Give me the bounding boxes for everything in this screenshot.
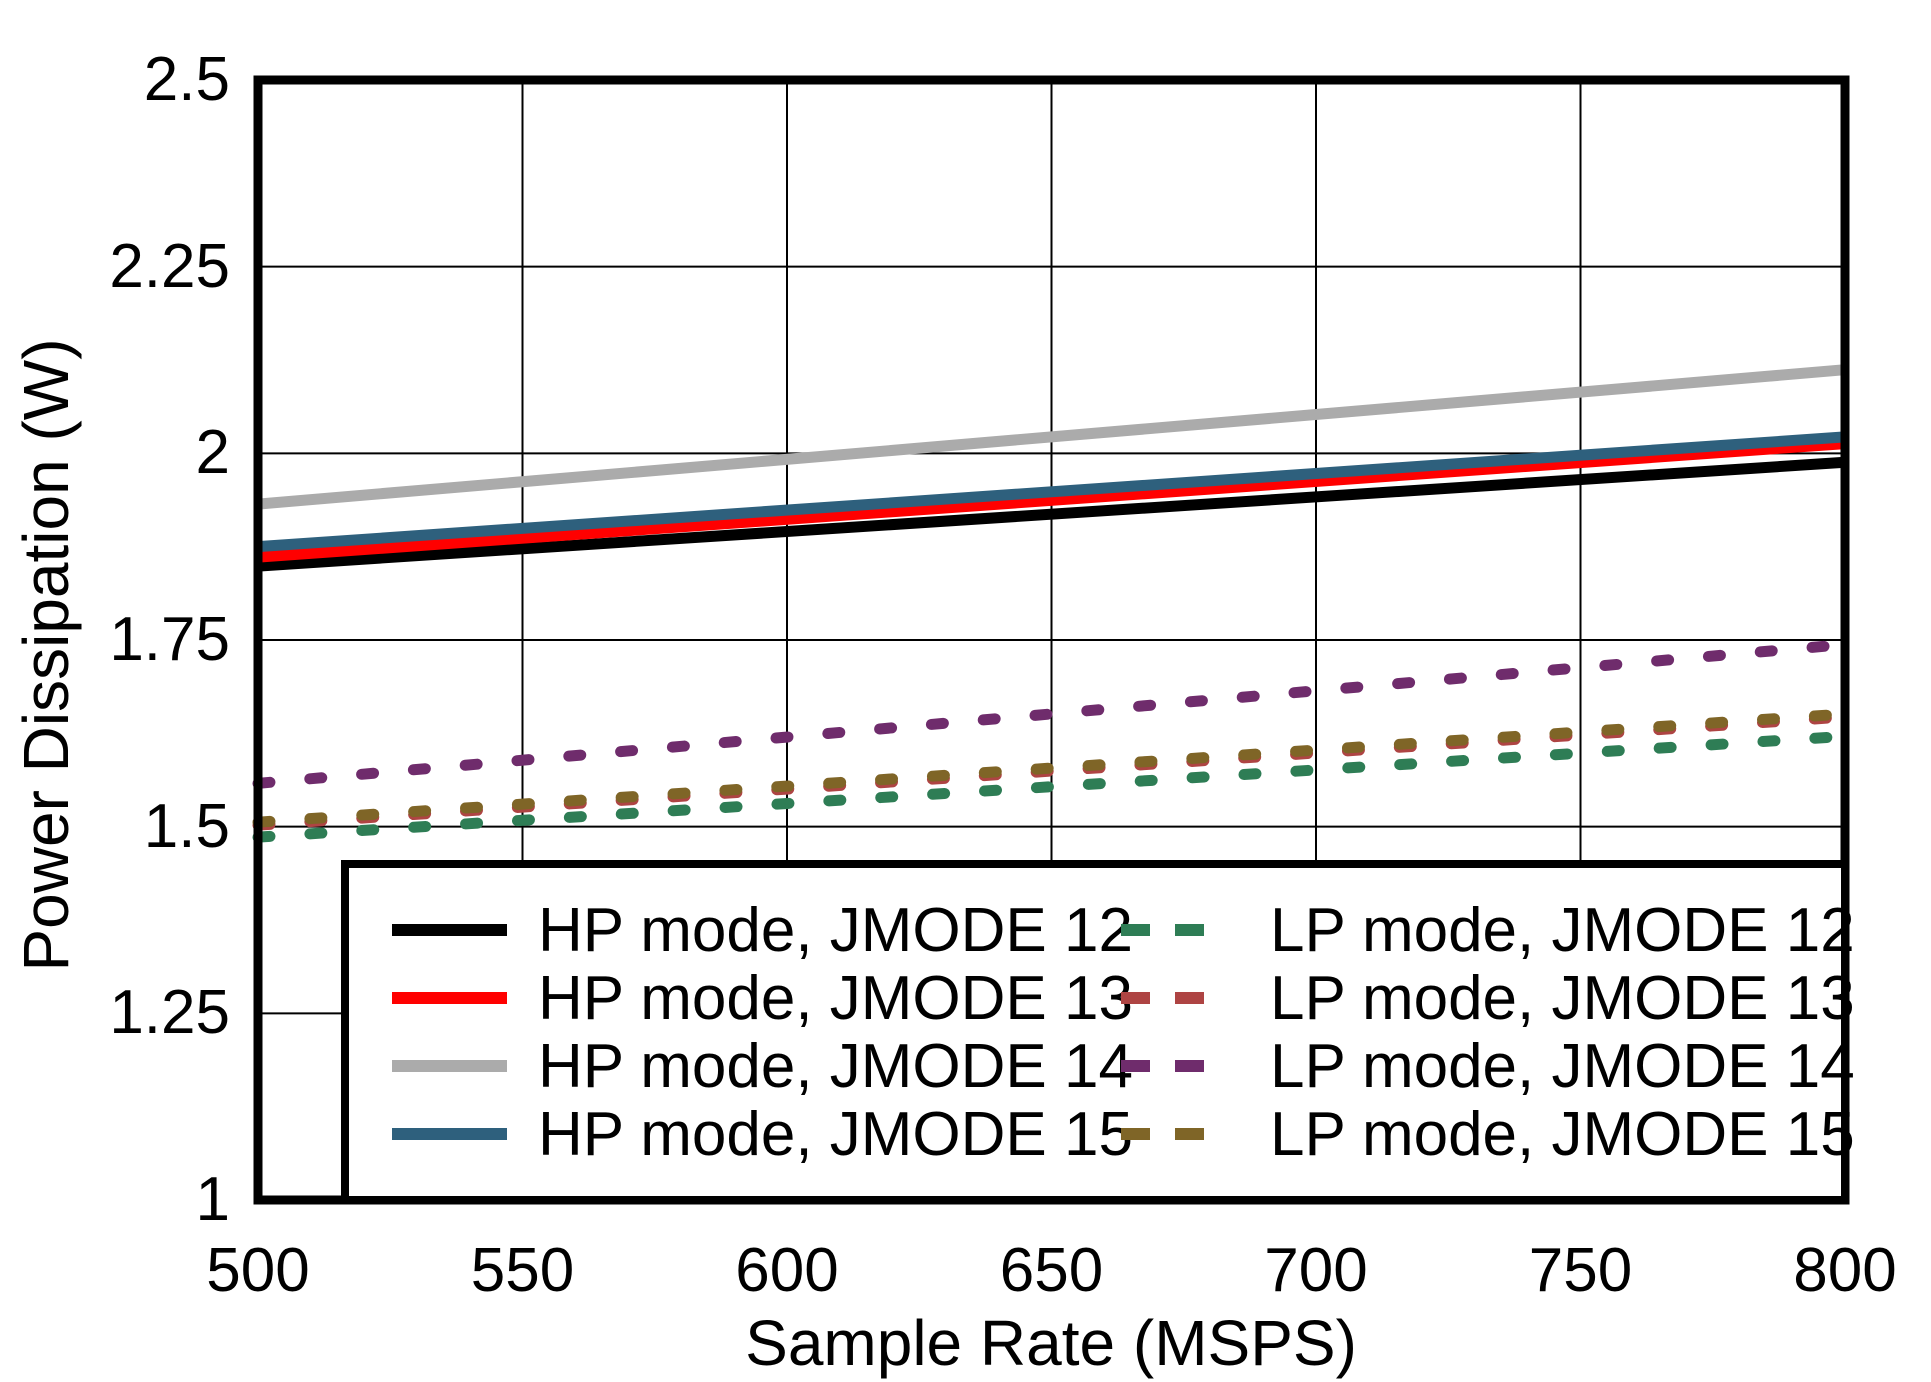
legend-label-lp-mode-jmode-12: LP mode, JMODE 12 xyxy=(1270,896,1855,965)
y-tick-label-1.25: 1.25 xyxy=(109,978,230,1048)
x-tick-label-600: 600 xyxy=(735,1236,839,1305)
legend-swatch-lp-mode-jmode-12 xyxy=(1121,924,1205,936)
legend-swatch-lp-mode-jmode-14 xyxy=(1121,1060,1205,1072)
legend-label-hp-mode-jmode-13: HP mode, JMODE 13 xyxy=(538,964,1133,1033)
legend-swatch-hp-mode-jmode-14 xyxy=(392,1060,507,1072)
y-tick-label-2: 2 xyxy=(195,418,230,488)
legend-label-lp-mode-jmode-13: LP mode, JMODE 13 xyxy=(1270,964,1855,1033)
x-tick-label-800: 800 xyxy=(1793,1236,1897,1305)
y-tick-label-2.25: 2.25 xyxy=(109,231,230,301)
legend: HP mode, JMODE 12 HP mode, JMODE 13 HP mod… xyxy=(341,860,1855,1204)
y-tick-label-1.75: 1.75 xyxy=(109,605,230,674)
legend-swatch-lp-mode-jmode-15 xyxy=(1121,1128,1205,1140)
series-hp-mode-jmode-12 xyxy=(257,456,1846,572)
x-tick-label-550: 550 xyxy=(470,1236,575,1305)
legend-swatch-hp-mode-jmode-13 xyxy=(392,992,507,1004)
legend-swatch-hp-mode-jmode-15 xyxy=(392,1128,507,1140)
y-tick-label-2.5: 2.5 xyxy=(143,45,230,114)
legend-label-lp-mode-jmode-14: LP mode, JMODE 14 xyxy=(1270,1032,1855,1101)
legend-swatch-lp-mode-jmode-13 xyxy=(1121,992,1205,1004)
series-lp-mode-jmode-15 xyxy=(252,708,1851,828)
legend-label-hp-mode-jmode-14: HP mode, JMODE 14 xyxy=(538,1032,1133,1101)
x-axis-title: Sample Rate (MSPS) xyxy=(745,1307,1357,1379)
y-tick-label-1: 1 xyxy=(195,1165,230,1234)
x-tick-label-750: 750 xyxy=(1528,1236,1633,1305)
series-hp-mode-jmode-15 xyxy=(257,431,1846,553)
legend-label-lp-mode-jmode-15: LP mode, JMODE 15 xyxy=(1270,1100,1855,1169)
series-hp-mode-jmode-14 xyxy=(257,364,1846,510)
x-tick-label-500: 500 xyxy=(206,1236,310,1305)
series-lp-mode-jmode-14 xyxy=(252,638,1851,789)
x-tick-label-650: 650 xyxy=(999,1236,1104,1305)
series-hp-mode-jmode-13 xyxy=(257,438,1846,563)
legend-label-hp-mode-jmode-15: HP mode, JMODE 15 xyxy=(538,1100,1133,1169)
legend-swatch-hp-mode-jmode-12 xyxy=(392,924,507,936)
y-tick-label-1.5: 1.5 xyxy=(143,791,230,861)
legend-label-hp-mode-jmode-12: HP mode, JMODE 12 xyxy=(538,896,1133,965)
x-tick-label-700: 700 xyxy=(1264,1236,1368,1305)
series-lp-mode-jmode-12 xyxy=(252,730,1851,843)
